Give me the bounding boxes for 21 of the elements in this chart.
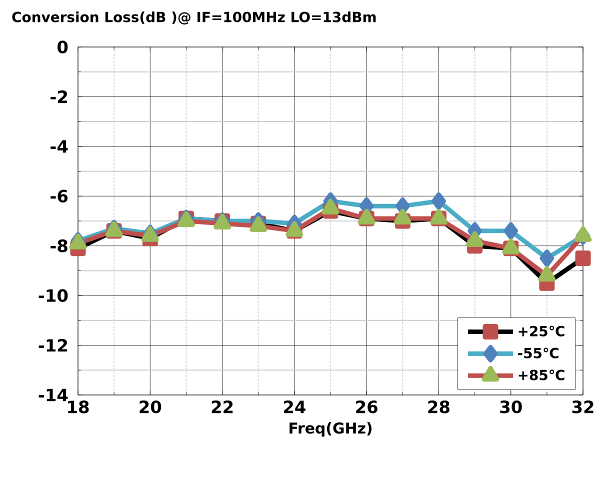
y-tick-label: -8 bbox=[50, 239, 68, 252]
x-tick-label: 26 bbox=[356, 400, 378, 414]
legend-label: -55℃ bbox=[518, 348, 558, 358]
x-tick-label: 22 bbox=[212, 400, 233, 414]
y-tick-label: -10 bbox=[38, 289, 68, 302]
x-axis-title: Freq(GHz) bbox=[290, 422, 372, 437]
legend-label: +85℃ bbox=[518, 370, 564, 380]
y-tick-label: 0 bbox=[58, 40, 68, 54]
legend-label: +25℃ bbox=[518, 326, 564, 336]
y-tick-label: -6 bbox=[50, 190, 68, 203]
x-tick-label: 18 bbox=[68, 400, 89, 414]
x-tick-label: 24 bbox=[284, 400, 306, 414]
y-tick-label: -12 bbox=[38, 338, 68, 352]
x-tick-label: 30 bbox=[500, 400, 522, 414]
y-tick-label: -14 bbox=[38, 388, 68, 402]
x-tick-label: 20 bbox=[140, 400, 162, 414]
chart-title: Conversion Loss(dB )@ IF=100MHz LO=13dBm bbox=[12, 11, 376, 24]
x-tick-label: 28 bbox=[428, 400, 450, 414]
x-tick-label: 32 bbox=[572, 400, 594, 414]
y-tick-label: -4 bbox=[50, 140, 68, 153]
y-tick-label: -2 bbox=[50, 90, 68, 103]
